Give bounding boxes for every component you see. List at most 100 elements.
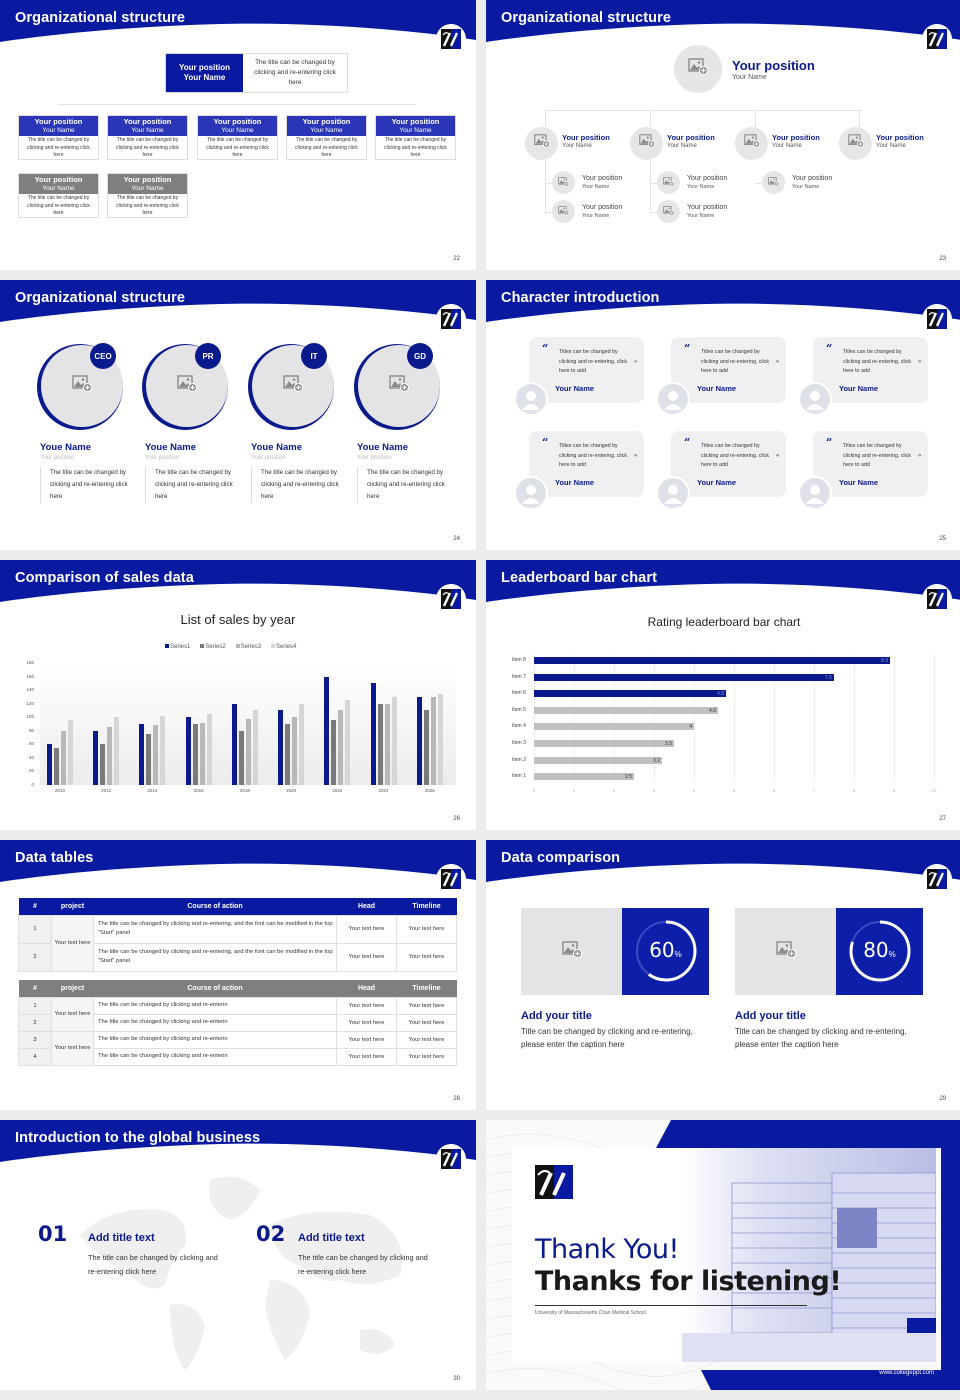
chart-bar[interactable] [534, 723, 694, 731]
chart-bar[interactable] [391, 696, 397, 785]
top-position-card[interactable]: Your position Your Name The title can be c… [165, 53, 348, 93]
chart-bar[interactable] [345, 699, 351, 785]
slide-31[interactable]: Thank You! Thanks for listening! Universit… [486, 1120, 960, 1390]
photo-placeholder[interactable] [525, 127, 558, 160]
chart-bar[interactable] [107, 726, 113, 785]
chart-bar[interactable] [423, 710, 429, 785]
photo-placeholder[interactable] [552, 200, 575, 223]
photo-placeholder[interactable] [630, 127, 663, 160]
chart-bar[interactable] [534, 657, 890, 664]
chart-bar[interactable] [384, 703, 390, 785]
chart-bar[interactable] [231, 703, 237, 785]
chart-bar[interactable] [416, 696, 422, 785]
chart-bar[interactable] [299, 703, 305, 785]
chart-bar[interactable] [160, 715, 166, 785]
action-cell: The title can be changed by clicking and… [93, 1047, 337, 1066]
table-row[interactable]: 2 The title can be changed by clicking an… [18, 942, 457, 972]
slide-28[interactable]: Data tables 28 # project Course of action Hea… [0, 840, 476, 1110]
chart-bar[interactable] [324, 676, 330, 785]
chart-bar[interactable] [153, 725, 159, 785]
photo-placeholder[interactable] [657, 200, 680, 223]
image-placeholder[interactable] [735, 908, 836, 995]
testimonial-card[interactable]: “ Titles can be changed by clicking and r… [671, 337, 786, 403]
photo-placeholder[interactable] [552, 171, 575, 194]
chart-bar[interactable] [377, 703, 383, 785]
slide-27[interactable]: Leaderboard bar chart 27 Rating leaderboar… [486, 560, 960, 830]
chart-bar[interactable] [331, 719, 337, 785]
avatar[interactable] [514, 476, 548, 510]
position-card[interactable]: Your position Your Name The title can be c… [197, 115, 278, 160]
chart-bar[interactable] [185, 717, 191, 785]
avatar[interactable] [656, 476, 690, 510]
slide-26[interactable]: Comparison of sales data 26 List of sales … [0, 560, 476, 830]
chart-bar[interactable] [534, 756, 662, 764]
chart-bar[interactable] [338, 710, 344, 785]
chart-bar[interactable] [192, 724, 198, 785]
chart-bar[interactable] [292, 717, 298, 785]
position-card[interactable]: Your position Your Name The title can be c… [107, 173, 188, 218]
page-number: 28 [453, 1096, 460, 1102]
testimonial-card[interactable]: “ Titles can be changed by clicking and r… [813, 431, 928, 497]
legend-item: Series1 [165, 644, 190, 650]
testimonial-card[interactable]: “ Titles can be changed by clicking and r… [671, 431, 786, 497]
avatar[interactable] [798, 382, 832, 416]
chart-bar[interactable] [285, 724, 291, 785]
chart-bar[interactable] [534, 773, 634, 781]
table-row[interactable]: 1 Your text here The title can be changed … [18, 914, 457, 972]
position-card[interactable]: Your position Your Name The title can be c… [18, 173, 99, 218]
avatar[interactable] [656, 382, 690, 416]
slide-30[interactable]: Introduction to the global business 30 01 A… [0, 1120, 476, 1390]
slide-24[interactable]: Organizational structure 24 CEO Youe Name Yo… [0, 280, 476, 550]
chart-bar[interactable] [534, 706, 718, 714]
progress-panel: 60% [622, 908, 709, 995]
slide-title: Character introduction [501, 290, 660, 306]
table-row[interactable]: 3 Your text here The title can be changed … [18, 1030, 457, 1066]
chart-bar[interactable] [54, 747, 59, 785]
website-link[interactable]: www.collegeppt.com [879, 1370, 934, 1376]
grid-line [774, 653, 775, 781]
chart-bar[interactable] [437, 693, 443, 785]
testimonial-card[interactable]: “ Titles can be changed by clicking and r… [813, 337, 928, 403]
chart-bar[interactable] [245, 718, 251, 785]
chart-bar[interactable] [534, 740, 674, 747]
photo-placeholder[interactable] [735, 127, 768, 160]
chart-bar[interactable] [238, 730, 244, 785]
photo-placeholder[interactable] [839, 127, 872, 160]
slide-22[interactable]: Organizational structure 22 Your position Y… [0, 0, 476, 270]
avatar[interactable] [514, 382, 548, 416]
testimonial-card[interactable]: “ Titles can be changed by clicking and r… [529, 337, 644, 403]
slide-25[interactable]: Character introduction 25 “ Titles can be c… [486, 280, 960, 550]
chart-bar[interactable] [199, 722, 205, 785]
table-row[interactable]: 1 Your text here The title can be changed … [18, 996, 457, 1032]
chart-bar[interactable] [370, 683, 376, 785]
chart-bar[interactable] [430, 696, 436, 785]
slide-23[interactable]: Organizational structure 23 Your position Y… [486, 0, 960, 270]
chart-bar[interactable] [93, 730, 99, 785]
chart-bar[interactable] [534, 673, 834, 681]
table-row[interactable]: 4 The title can be changed by clicking an… [18, 1047, 457, 1066]
position-card[interactable]: Your position Your Name The title can be c… [18, 115, 99, 160]
chart-bar[interactable] [100, 744, 106, 785]
chart-bar[interactable] [146, 734, 152, 785]
position-card[interactable]: Your position Your Name The title can be c… [375, 115, 456, 160]
chart-bar[interactable] [534, 690, 726, 698]
position-card[interactable]: Your position Your Name The title can be c… [286, 115, 367, 160]
chart-bar[interactable] [68, 719, 73, 785]
chart-bar[interactable] [206, 713, 212, 785]
column-header: # [33, 902, 37, 910]
photo-placeholder[interactable] [762, 171, 785, 194]
chart-bar[interactable] [252, 710, 258, 785]
chart-bar[interactable] [47, 744, 52, 785]
chart-bar[interactable] [61, 730, 66, 785]
slide-29[interactable]: Data comparison 29 60% Add your title Title … [486, 840, 960, 1110]
chart-bar[interactable] [114, 717, 120, 785]
image-placeholder[interactable] [521, 908, 622, 995]
role-badge: GD [407, 343, 433, 369]
photo-placeholder[interactable] [657, 171, 680, 194]
chart-bar[interactable] [278, 710, 284, 785]
position-card[interactable]: Your position Your Name The title can be c… [107, 115, 188, 160]
testimonial-card[interactable]: “ Titles can be changed by clicking and r… [529, 431, 644, 497]
top-photo-placeholder[interactable] [674, 45, 722, 93]
chart-bar[interactable] [139, 724, 145, 785]
avatar[interactable] [798, 476, 832, 510]
